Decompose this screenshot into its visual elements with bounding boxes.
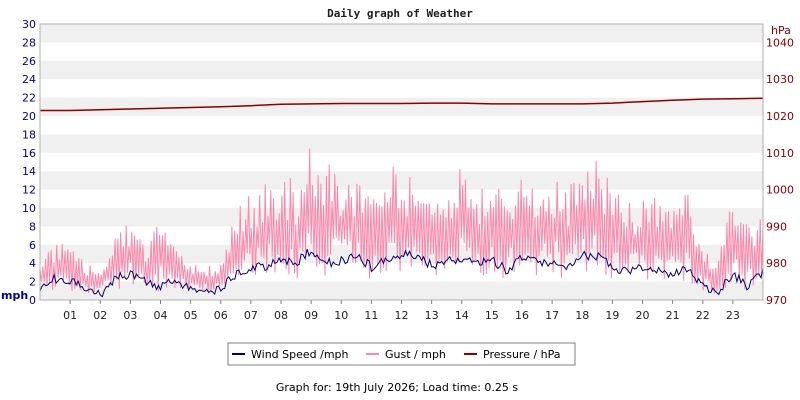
x-tick-label: 15 [485, 309, 499, 322]
x-tick-label: 05 [184, 309, 198, 322]
x-tick-label: 12 [395, 309, 409, 322]
y-right-tick-label: 1020 [766, 110, 794, 123]
y-left-tick-label: 6 [29, 239, 36, 252]
x-tick-label: 13 [425, 309, 439, 322]
y-left-tick-label: 2 [29, 276, 36, 289]
x-tick-label: 08 [274, 309, 288, 322]
x-tick-label: 07 [244, 309, 258, 322]
y-left-tick-label: 8 [29, 220, 36, 233]
x-tick-label: 11 [364, 309, 378, 322]
x-tick-label: 21 [666, 309, 680, 322]
grid-band [40, 171, 763, 190]
x-tick-label: 10 [334, 309, 348, 322]
x-tick-label: 20 [636, 309, 650, 322]
y-right-tick-label: 970 [766, 294, 787, 307]
x-tick-label: 01 [63, 309, 77, 322]
legend-label: Gust / mph [385, 348, 446, 361]
grid-band [40, 152, 763, 172]
y-left-tick-label: 28 [22, 36, 36, 49]
y-right-tick-label: 1030 [766, 73, 794, 86]
y-right-tick-label: 990 [766, 220, 787, 233]
y-left-tick-label: 16 [22, 147, 36, 160]
x-tick-label: 16 [515, 309, 529, 322]
y-left-tick-label: 24 [22, 73, 36, 86]
series-line-gust [39, 148, 764, 294]
grid-band [40, 42, 763, 61]
legend-box [227, 342, 576, 366]
y-left-tick-label: 26 [22, 55, 36, 68]
y-left-tick-label: 20 [22, 110, 36, 123]
x-tick-label: 18 [575, 309, 589, 322]
y-right-tick-label: 1010 [766, 147, 794, 160]
y-right-tick-label: 980 [766, 257, 787, 270]
y-left-tick-label: 18 [22, 128, 36, 141]
y-left-tick-label: 30 [22, 18, 36, 31]
y-left-tick-label: 22 [22, 92, 36, 105]
grid-band [40, 97, 763, 116]
left-unit-label: mph [1, 289, 28, 302]
series-line-wind-speed [39, 249, 764, 298]
x-tick-label: 04 [154, 309, 168, 322]
x-tick-label: 02 [93, 309, 107, 322]
grid-band [40, 244, 763, 264]
series-line-pressure [40, 97, 764, 112]
grid-band [40, 134, 763, 153]
x-tick-label: 14 [455, 309, 469, 322]
y-left-tick-label: 10 [22, 202, 36, 215]
y-right-tick-label: 1000 [766, 184, 794, 197]
footer-text: Graph for: 19th July 2026; Load time: 0.… [276, 381, 519, 394]
grid-band [40, 79, 763, 98]
x-tick-label: 22 [696, 309, 710, 322]
legend-label: Wind Speed /mph [251, 348, 349, 361]
y-right-tick-label: 1040 [766, 36, 794, 49]
grid-band [40, 60, 763, 80]
y-left-tick-label: 12 [22, 184, 36, 197]
legend-label: Pressure / hPa [483, 348, 561, 361]
y-left-tick-label: 0 [29, 294, 36, 307]
grid-band [40, 116, 763, 135]
chart-title: Daily graph of Weather [327, 7, 473, 20]
x-tick-label: 17 [545, 309, 559, 322]
x-tick-label: 09 [304, 309, 318, 322]
y-left-tick-label: 14 [22, 165, 36, 178]
x-tick-label: 03 [123, 309, 137, 322]
right-unit-label: hPa [771, 24, 791, 37]
x-tick-label: 06 [214, 309, 228, 322]
y-left-tick-label: 4 [29, 257, 36, 270]
grid-band [40, 226, 763, 245]
grid-band [40, 281, 763, 300]
x-tick-label: 23 [726, 309, 740, 322]
x-tick-label: 19 [605, 309, 619, 322]
grid-bands [40, 24, 763, 300]
grid-band [40, 24, 763, 43]
